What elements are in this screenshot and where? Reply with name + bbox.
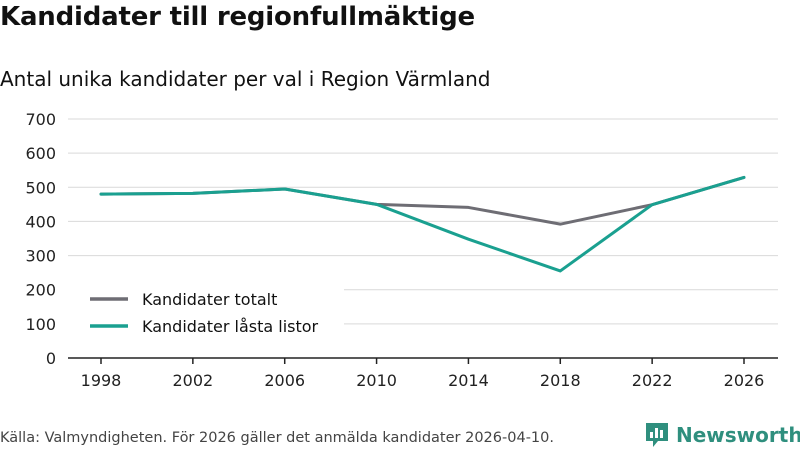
series-lines xyxy=(99,175,746,273)
y-tick-label: 500 xyxy=(25,178,56,197)
y-axis: 0 100 200 300 400 500 600 700 xyxy=(25,110,56,368)
x-tick-label: 2018 xyxy=(540,371,581,390)
y-tick-label: 300 xyxy=(25,247,56,266)
y-tick-label: 700 xyxy=(25,110,56,129)
chart-subtitle: Antal unika kandidater per val i Region … xyxy=(0,67,491,91)
y-tick-label: 600 xyxy=(25,144,56,163)
x-tick-label: 1998 xyxy=(81,371,122,390)
brand-logo: Newsworthy xyxy=(644,421,800,449)
x-tick-label: 2006 xyxy=(264,371,305,390)
x-tick-label: 2022 xyxy=(632,371,673,390)
x-tick-label: 2026 xyxy=(724,371,765,390)
series-line-1 xyxy=(99,175,746,226)
x-axis: 1998 2002 2006 2010 2014 2018 2022 2026 xyxy=(68,357,778,390)
legend-background xyxy=(62,284,344,344)
y-tick-label: 400 xyxy=(25,212,56,231)
source-note: Källa: Valmyndigheten. För 2026 gäller d… xyxy=(0,430,554,446)
legend: Kandidater totalt Kandidater låsta listor xyxy=(62,284,344,344)
y-tick-label: 0 xyxy=(46,349,56,368)
x-tick-label: 2014 xyxy=(448,371,489,390)
newsworthy-logo-icon xyxy=(646,423,668,447)
x-tick-label: 2010 xyxy=(356,371,397,390)
y-tick-label: 100 xyxy=(25,315,56,334)
y-tick-label: 200 xyxy=(25,281,56,300)
chart-title: Kandidater till regionfullmäktige xyxy=(0,2,475,32)
legend-label: Kandidater totalt xyxy=(142,290,277,309)
legend-label: Kandidater låsta listor xyxy=(142,317,319,336)
x-tick-label: 2002 xyxy=(172,371,213,390)
brand-name: Newsworthy xyxy=(676,423,800,447)
series-line-2 xyxy=(99,175,746,273)
